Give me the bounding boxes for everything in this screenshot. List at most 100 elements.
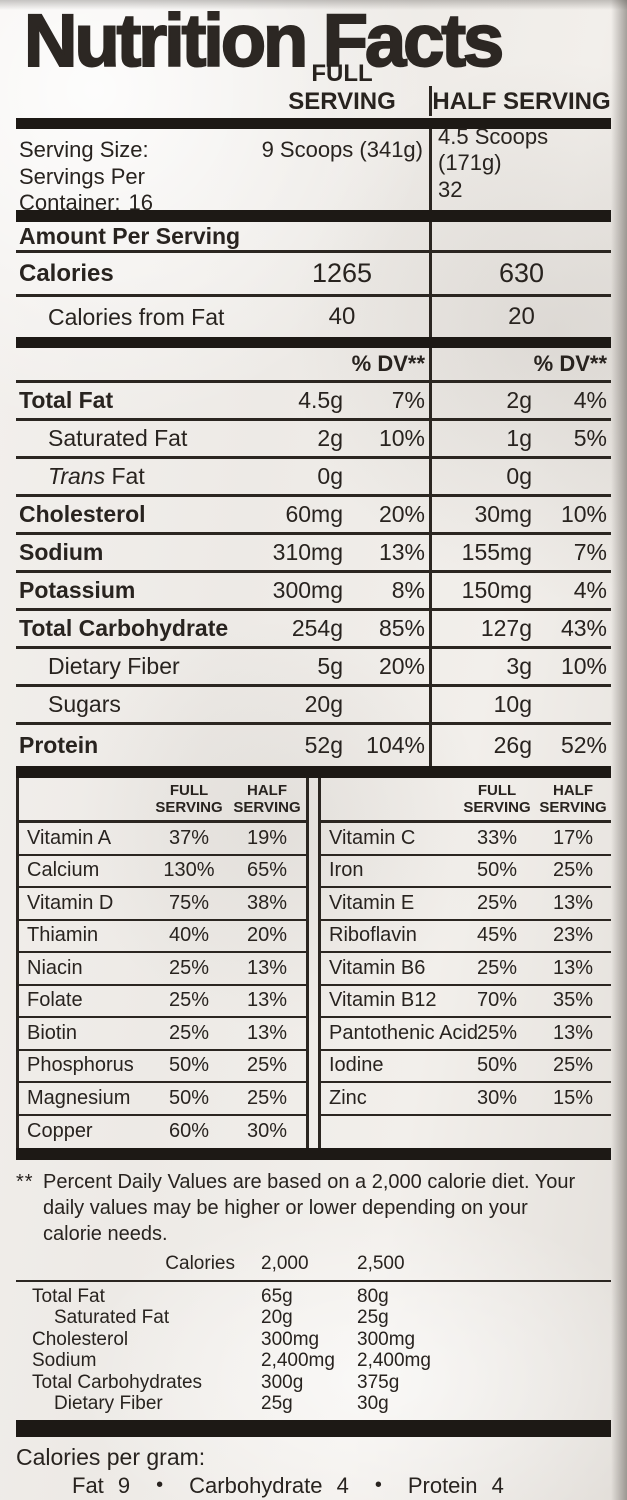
nutrient-amount-full: 300mg <box>272 577 343 603</box>
nutrient-dv-half: 10% <box>560 653 607 679</box>
nutrient-dv-half: 52% <box>560 732 607 758</box>
vitamin-row: Biotin 25% 13% <box>19 1018 306 1051</box>
nutrient-amount-half: 127g <box>480 615 532 641</box>
vitamin-row: Calcium 130% 65% <box>19 856 306 888</box>
nutrient-label: Total Fat <box>19 387 114 413</box>
serving-size-label: Serving Size: <box>19 136 149 162</box>
nutrient-amount-half: 0g <box>506 463 532 489</box>
vitamin-name: Folate <box>27 989 83 1012</box>
half-column: 3g 10% <box>429 649 611 684</box>
nutrient-amount-full: 20g <box>304 691 343 717</box>
nutrient-amount-full: 52g <box>304 732 343 758</box>
divider-bar <box>16 210 611 222</box>
vitamin-half: 13% <box>246 989 288 1012</box>
half-column: 127g 43% <box>429 611 611 646</box>
vitamin-half: 13% <box>552 891 594 914</box>
vitamin-half: 25% <box>552 859 594 882</box>
reference-row-total-fat: Total Fat 65g 80g <box>16 1286 611 1308</box>
reference-header-label: Calories <box>165 1253 235 1274</box>
nutrient-dv-full: 20% <box>378 653 425 679</box>
servings-per-container-label: Servings Per Container: <box>19 164 145 215</box>
vitamin-name: Vitamin D <box>27 891 114 914</box>
vitamin-name: Biotin <box>27 1021 78 1044</box>
trans-rest: Fat <box>105 463 145 489</box>
vitamin-full: 30% <box>476 1086 518 1109</box>
vitamin-name: Iodine <box>329 1054 384 1077</box>
nutrient-amount-half: 150mg <box>461 577 532 603</box>
nutrient-row-dietary-fiber: Dietary Fiber 5g 20% 3g 10% <box>16 649 611 687</box>
nutrient-row-sodium: Sodium 310mg 13% 155mg 7% <box>16 535 611 573</box>
vitamin-full: 50% <box>476 1054 518 1077</box>
reference-label: Total Carbohydrates <box>32 1371 203 1393</box>
vitamin-half: 13% <box>246 956 288 979</box>
half-column: 155mg 7% <box>429 535 611 570</box>
vitamin-full: 25% <box>476 891 518 914</box>
reference-label: Dietary Fiber <box>54 1393 163 1414</box>
vitamins-col-full: FULL SERVING <box>463 782 531 816</box>
half-column: 10g <box>429 687 611 722</box>
nutrient-label: Cholesterol <box>19 501 146 527</box>
nutrient-dv-half: 5% <box>573 425 607 451</box>
nutrient-dv-half: 4% <box>573 577 607 603</box>
vitamin-row: Thiamin 40% 20% <box>19 921 306 953</box>
half-column <box>429 222 611 250</box>
nutrient-row-saturated-fat: Saturated Fat 2g 10% 1g 5% <box>16 421 611 459</box>
calories-per-gram-values: Fat 9 • Carbohydrate 4 • Protein 4 <box>16 1473 611 1499</box>
nutrient-amount-half: 3g <box>506 653 532 679</box>
nutrient-amount-half: 30mg <box>474 501 532 527</box>
servings-per-container-full: 16 <box>128 190 153 215</box>
vitamin-half: 13% <box>552 1021 594 1044</box>
vitamin-full: 33% <box>476 826 518 849</box>
divider-bar <box>16 1419 611 1437</box>
nutrient-amount-half: 26g <box>493 732 532 758</box>
page-title: Nutrition Facts <box>23 0 505 82</box>
divider-bar <box>16 766 611 778</box>
vitamin-name: Riboflavin <box>329 924 417 947</box>
reference-header-row: Calories 2,000 2,500 <box>16 1253 611 1282</box>
bullet-icon: • <box>374 1474 382 1496</box>
reference-value-2000: 2,400mg <box>261 1350 335 1371</box>
vitamin-row: Vitamin A 37% 19% <box>19 823 306 856</box>
amount-per-serving-row: Amount Per Serving <box>16 222 611 253</box>
calories-from-fat-row: Calories from Fat 40 20 <box>16 297 611 337</box>
nutrient-amount-half: 10g <box>493 691 532 717</box>
nutrient-amount-full: 4.5g <box>298 387 343 413</box>
reference-row-saturated-fat: Saturated Fat 20g 25g <box>16 1307 611 1329</box>
vitamin-row: Phosphorus 50% 25% <box>19 1051 306 1083</box>
vitamins-header: FULL SERVING HALF SERVING <box>321 778 611 823</box>
vitamins-col-half: HALF SERVING <box>233 782 301 816</box>
nutrient-dv-half: 4% <box>573 387 607 413</box>
vitamin-full: 45% <box>476 924 518 947</box>
cpg-fat: Fat 9 <box>72 1472 131 1498</box>
reference-header-2500: 2,500 <box>357 1253 405 1274</box>
nutrient-dv-full: 85% <box>378 615 425 641</box>
reference-value-2000: 300g <box>261 1371 304 1393</box>
vitamin-name: Vitamin A <box>27 826 112 849</box>
divider-bar <box>16 118 611 129</box>
vitamin-row: Folate 25% 13% <box>19 986 306 1018</box>
vitamin-half: 17% <box>552 826 594 849</box>
nutrient-label: Trans Fat <box>16 463 255 490</box>
vitamins-col-half: HALF SERVING <box>539 782 607 816</box>
vitamin-name: Iron <box>329 859 364 882</box>
vitamin-half: 25% <box>246 1054 288 1077</box>
nutrient-amount-full: 2g <box>317 425 343 451</box>
vitamin-name: Vitamin B12 <box>329 989 437 1012</box>
vitamins-table-left: FULL SERVING HALF SERVING Vitamin A 37% 19… <box>16 778 309 1148</box>
vitamin-half: 20% <box>246 924 288 947</box>
vitamins-table-right: FULL SERVING HALF SERVING Vitamin C 33% 17… <box>318 778 611 1148</box>
vitamin-half: 30% <box>246 1120 288 1143</box>
reference-label: Total Fat <box>32 1285 105 1307</box>
reference-value-2500: 2,400mg <box>357 1350 431 1371</box>
reference-value-2000: 20g <box>261 1307 293 1328</box>
vitamin-full: 37% <box>168 826 210 849</box>
dv-header-full: % DV** <box>351 351 425 376</box>
nutrient-row-cholesterol: Cholesterol 60mg 20% 30mg 10% <box>16 497 611 535</box>
vitamin-full: 50% <box>168 1086 210 1109</box>
divider-bar <box>16 337 611 348</box>
half-column: 30mg 10% <box>429 497 611 532</box>
vitamin-name: Phosphorus <box>27 1054 134 1077</box>
vitamin-row: Zinc 30% 15% <box>321 1083 611 1116</box>
servings-per-container: Servings Per Container: 16 <box>16 164 255 216</box>
